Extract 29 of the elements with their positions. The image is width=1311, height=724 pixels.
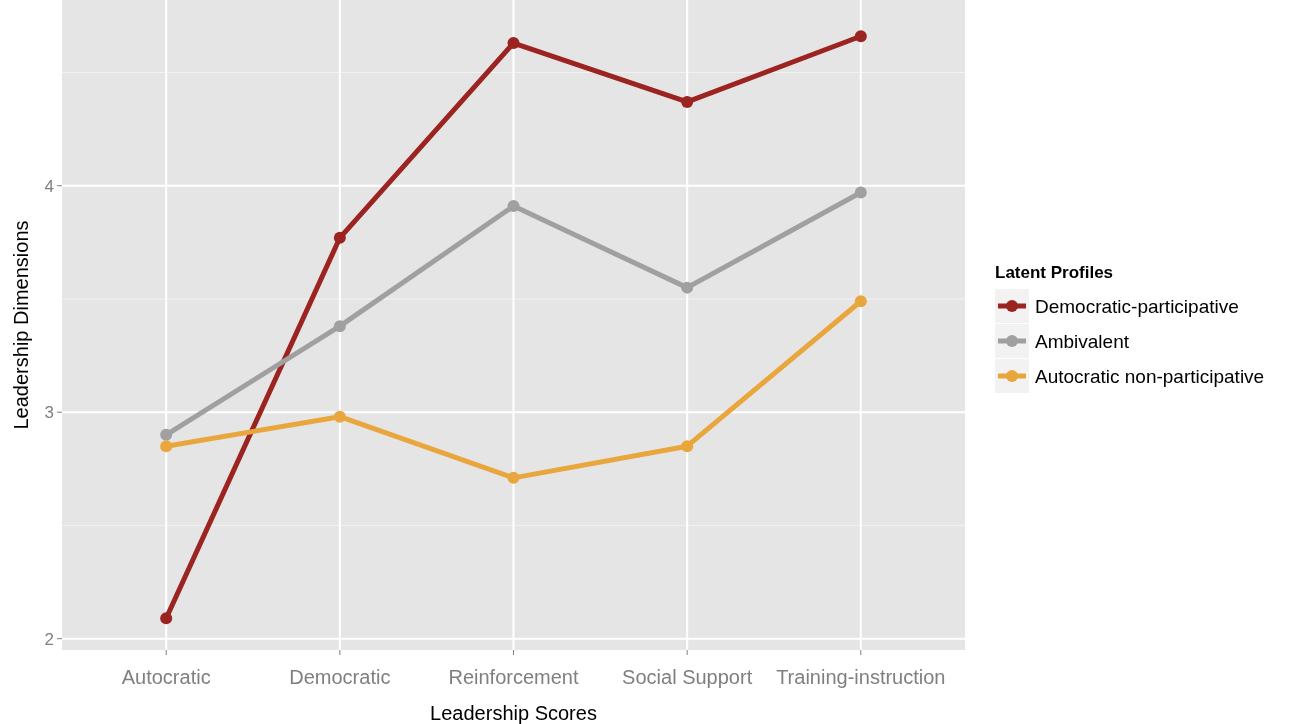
point (854, 295, 867, 308)
y-tick-label: 4 (44, 176, 54, 196)
point (681, 440, 694, 453)
x-tick-label: Autocratic (121, 666, 211, 688)
x-tick-label: Social Support (622, 666, 753, 688)
legend-label: Autocratic non-participative (1035, 365, 1265, 387)
point (160, 612, 173, 625)
point (507, 200, 520, 213)
y-axis-title: Leadership Dimensions (10, 220, 32, 430)
point (681, 95, 694, 108)
y-tick-label: 2 (44, 629, 54, 649)
point (160, 428, 173, 441)
x-tick-label: Training-instruction (776, 666, 946, 688)
legend-title: Latent Profiles (995, 263, 1114, 282)
point (333, 320, 346, 333)
legend-label: Ambivalent (1035, 330, 1130, 352)
point (333, 410, 346, 423)
x-tick-label: Democratic (289, 666, 391, 688)
x-tick-label: Reinforcement (448, 666, 579, 688)
legend-label: Democratic-participative (1035, 295, 1239, 317)
point (681, 281, 694, 294)
point (507, 471, 520, 484)
point (160, 440, 173, 453)
point (854, 186, 867, 199)
x-axis-title: Leadership Scores (430, 702, 597, 724)
point (333, 231, 346, 244)
point (507, 37, 520, 50)
y-tick-label: 3 (44, 403, 54, 423)
point (854, 30, 867, 43)
